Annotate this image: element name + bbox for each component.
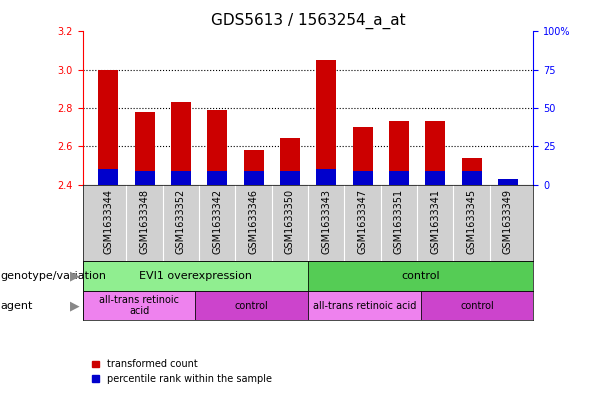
Text: control: control xyxy=(460,301,494,310)
Bar xyxy=(316,60,336,185)
Bar xyxy=(498,179,518,185)
Text: GSM1633348: GSM1633348 xyxy=(140,189,150,253)
Bar xyxy=(352,171,373,185)
Text: all-trans retinoic
acid: all-trans retinoic acid xyxy=(99,295,179,316)
Legend: transformed count, percentile rank within the sample: transformed count, percentile rank withi… xyxy=(88,356,276,388)
Bar xyxy=(207,110,227,185)
Bar xyxy=(207,171,227,185)
Bar xyxy=(134,171,154,185)
Bar xyxy=(308,291,421,320)
Bar xyxy=(196,291,308,320)
Bar xyxy=(425,121,445,185)
Text: GSM1633344: GSM1633344 xyxy=(103,189,113,253)
Bar xyxy=(243,171,264,185)
Bar xyxy=(280,171,300,185)
Bar xyxy=(352,127,373,185)
Text: all-trans retinoic acid: all-trans retinoic acid xyxy=(313,301,416,310)
Text: EVI1 overexpression: EVI1 overexpression xyxy=(139,271,252,281)
Text: GSM1633343: GSM1633343 xyxy=(321,189,331,253)
Text: GSM1633349: GSM1633349 xyxy=(503,189,513,253)
Text: control: control xyxy=(402,271,440,281)
Bar xyxy=(243,150,264,185)
Bar xyxy=(83,261,308,291)
Bar xyxy=(98,169,118,185)
Bar xyxy=(462,158,482,185)
Text: GSM1633345: GSM1633345 xyxy=(466,189,476,253)
Text: GSM1633351: GSM1633351 xyxy=(394,189,404,253)
Text: GSM1633347: GSM1633347 xyxy=(357,189,368,253)
Text: ▶: ▶ xyxy=(70,270,80,283)
Text: GSM1633341: GSM1633341 xyxy=(430,189,440,253)
Bar xyxy=(498,181,518,185)
Bar xyxy=(134,112,154,185)
Bar xyxy=(83,291,196,320)
Text: control: control xyxy=(235,301,268,310)
Bar xyxy=(308,261,533,291)
Bar xyxy=(171,102,191,185)
Text: agent: agent xyxy=(0,301,32,310)
Bar xyxy=(389,121,409,185)
Text: GSM1633352: GSM1633352 xyxy=(176,189,186,254)
Title: GDS5613 / 1563254_a_at: GDS5613 / 1563254_a_at xyxy=(211,13,405,29)
Text: genotype/variation: genotype/variation xyxy=(0,271,106,281)
Bar xyxy=(462,171,482,185)
Text: ▶: ▶ xyxy=(70,299,80,312)
Bar xyxy=(98,70,118,185)
Bar xyxy=(421,291,533,320)
Bar xyxy=(171,171,191,185)
Text: GSM1633346: GSM1633346 xyxy=(248,189,259,253)
Bar xyxy=(280,138,300,185)
Bar xyxy=(389,171,409,185)
Bar xyxy=(425,171,445,185)
Text: GSM1633350: GSM1633350 xyxy=(285,189,295,253)
Bar xyxy=(316,169,336,185)
Text: GSM1633342: GSM1633342 xyxy=(212,189,222,253)
